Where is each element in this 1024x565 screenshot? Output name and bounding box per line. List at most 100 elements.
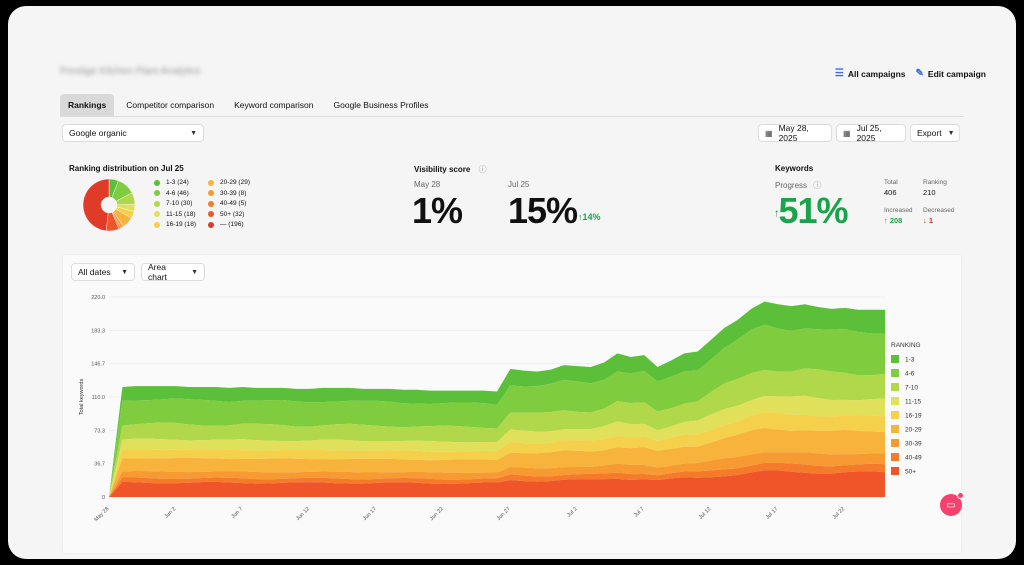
date-range-dropdown[interactable]: All dates ▼ <box>71 263 135 281</box>
distribution-legend-item: 7-10 (30) <box>154 200 196 207</box>
x-tick-label: Jul 7 <box>633 506 645 518</box>
y-tick-label: 73.3 <box>94 428 105 434</box>
legend-dot <box>154 190 160 196</box>
decreased-value-wrap: ↓ 1 <box>923 216 933 225</box>
chart-legend-label: 20-29 <box>905 427 922 434</box>
area-series-11-15[interactable] <box>109 395 885 497</box>
list-icon: ☰ <box>834 68 844 79</box>
distribution-legend-item: — (196) <box>208 221 250 228</box>
distribution-legend-item: 20-29 (29) <box>208 179 250 186</box>
visibility-delta-value: 14% <box>582 212 601 222</box>
area-series-40-49[interactable] <box>109 462 885 497</box>
legend-label: 1-3 (24) <box>166 179 189 186</box>
export-button[interactable]: Export ▼ <box>910 124 960 142</box>
legend-label: 4-6 (46) <box>166 189 189 197</box>
chart-legend-swatch[interactable] <box>891 355 899 363</box>
chart-legend-label: 30-39 <box>905 441 922 448</box>
date-range-value: All dates <box>78 267 111 277</box>
chart-legend-swatch[interactable] <box>891 439 899 447</box>
progress-label: Progress <box>775 181 808 190</box>
area-series-30-39[interactable] <box>109 452 885 497</box>
increased-label: Increased <box>884 207 913 214</box>
export-label: Export <box>917 128 942 138</box>
increased-value-wrap: ↑ 208 <box>884 216 902 225</box>
chart-legend-swatch[interactable] <box>891 411 899 419</box>
legend-dot <box>208 211 214 217</box>
arrow-down-icon: ↓ <box>923 216 927 225</box>
info-icon[interactable]: ⓘ <box>813 181 822 190</box>
chat-button[interactable]: ▭ <box>940 492 964 516</box>
chart-legend-swatch[interactable] <box>891 453 899 461</box>
pencil-icon: ✎ <box>915 68 924 79</box>
chart-legend-swatch[interactable] <box>891 397 899 405</box>
tab-competitor-comparison[interactable]: Competitor comparison <box>126 100 215 110</box>
donut-slice[interactable] <box>82 178 110 232</box>
legend-dot <box>208 190 214 196</box>
distribution-legend-item: 11-15 (18) <box>154 211 196 218</box>
area-series-16-19[interactable] <box>109 411 885 497</box>
chart-legend-label: 50+ <box>905 469 916 476</box>
y-tick-label: 0 <box>102 495 105 501</box>
tab-rankings[interactable]: Rankings <box>60 94 115 116</box>
area-series-7-10[interactable] <box>109 368 885 497</box>
tab-keyword-comparison[interactable]: Keyword comparison <box>234 100 314 110</box>
edit-campaign-label: Edit campaign <box>927 68 986 79</box>
tab-bar: Rankings Competitor comparison Keyword c… <box>60 94 436 116</box>
total-value: 406 <box>884 188 897 197</box>
x-tick-label: Jun 27 <box>496 506 512 522</box>
area-series-20-29[interactable] <box>109 427 885 497</box>
legend-label: 7-10 (30) <box>166 200 193 207</box>
date-from-value: May 28, 2025 <box>778 123 809 143</box>
y-tick-label: 183.3 <box>91 328 105 334</box>
legend-label: 40-49 (5) <box>220 200 247 207</box>
ranking-area-chart: 0 36.7 73.3 110.0 146.7 183.3 220.0 Total keywo… <box>79 295 922 523</box>
chart-legend-label: 4-6 <box>905 371 915 378</box>
legend-dot <box>154 200 160 207</box>
source-value: Google organic <box>69 128 127 138</box>
source-dropdown[interactable]: Google organic ▼ <box>62 124 204 142</box>
date-to-value: Jul 25, 2025 <box>856 123 882 143</box>
ranking-label: Ranking <box>923 179 947 186</box>
chat-icon: ▭ <box>946 499 956 511</box>
chart-type-dropdown[interactable]: Area chart ▼ <box>141 262 205 282</box>
date-from-picker[interactable]: ▦ May 28, 2025 <box>758 123 832 143</box>
tab-google-business-profiles[interactable]: Google Business Profiles <box>333 100 429 110</box>
distribution-legend-item: 40-49 (5) <box>208 200 250 207</box>
y-tick-label: 146.7 <box>91 362 105 368</box>
info-icon[interactable]: ⓘ <box>478 165 487 174</box>
x-tick-label: Jul 2 <box>566 506 578 518</box>
area-series-4-6[interactable] <box>109 324 885 497</box>
top-actions: ☰ All campaigns ✎ Edit campaign <box>835 68 986 79</box>
chart-legend-swatch[interactable] <box>891 467 899 475</box>
visibility-from-label: May 28 <box>414 180 441 189</box>
progress-value-wrap: ↑51% <box>774 190 849 232</box>
chart-legend-label: 16-19 <box>905 413 922 420</box>
tab-divider <box>60 116 964 117</box>
area-series-50+[interactable] <box>109 470 885 497</box>
decreased-value: 1 <box>928 216 934 225</box>
edit-campaign-link[interactable]: ✎ Edit campaign <box>916 68 986 79</box>
calendar-icon: ▦ <box>843 128 851 138</box>
all-campaigns-link[interactable]: ☰ All campaigns <box>835 68 906 79</box>
area-series-1-3[interactable] <box>109 301 885 497</box>
chart-legend-label: 7-10 <box>905 385 918 392</box>
x-tick-label: Jun 22 <box>429 506 445 522</box>
donut-chart <box>82 178 136 232</box>
chevron-down-icon: ▼ <box>947 129 955 137</box>
distribution-legend-item: 1-3 (24) <box>154 179 196 186</box>
date-to-picker[interactable]: ▦ Jul 25, 2025 <box>836 123 906 143</box>
x-tick-label: Jun 12 <box>295 506 311 522</box>
visibility-from-value: 1% <box>412 190 463 231</box>
x-tick-label: May 28 <box>93 506 110 523</box>
chevron-down-icon: ▼ <box>191 268 198 276</box>
chart-type-value: Area chart <box>148 262 167 282</box>
chart-legend-swatch[interactable] <box>891 425 899 433</box>
x-tick-label: Jun 2 <box>164 506 178 520</box>
legend-dot <box>208 221 214 228</box>
chart-legend-label: 40-49 <box>905 455 922 462</box>
chart-legend-swatch[interactable] <box>891 383 899 391</box>
chart-legend-swatch[interactable] <box>891 369 899 377</box>
legend-dot <box>208 179 214 186</box>
distribution-donut <box>82 178 136 232</box>
legend-label: — (196) <box>220 221 244 228</box>
